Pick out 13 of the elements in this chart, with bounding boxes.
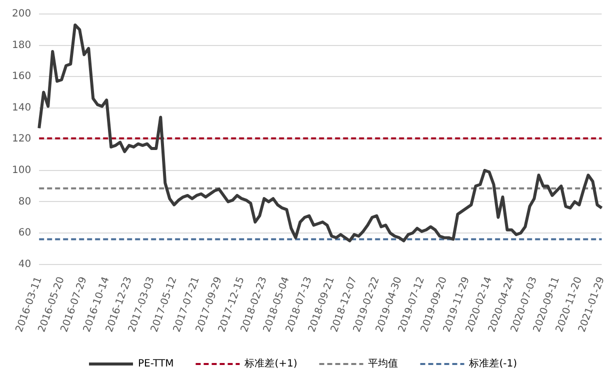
y-tick-label: 160 [12, 71, 32, 82]
y-tick-label: 200 [12, 8, 32, 20]
y-tick-label: 40 [18, 258, 32, 270]
legend-label: 标准差(-1) [468, 358, 518, 370]
y-tick-label: 140 [12, 102, 32, 114]
y-tick-label: 60 [18, 228, 32, 239]
legend-label: PE-TTM [138, 358, 174, 370]
legend-label: 平均值 [368, 358, 398, 370]
y-tick-label: 180 [12, 40, 32, 51]
legend-label: 标准差(+1) [244, 358, 298, 370]
y-tick-label: 120 [12, 134, 32, 145]
y-tick-label: 100 [12, 165, 32, 176]
y-tick-label: 80 [18, 196, 32, 208]
